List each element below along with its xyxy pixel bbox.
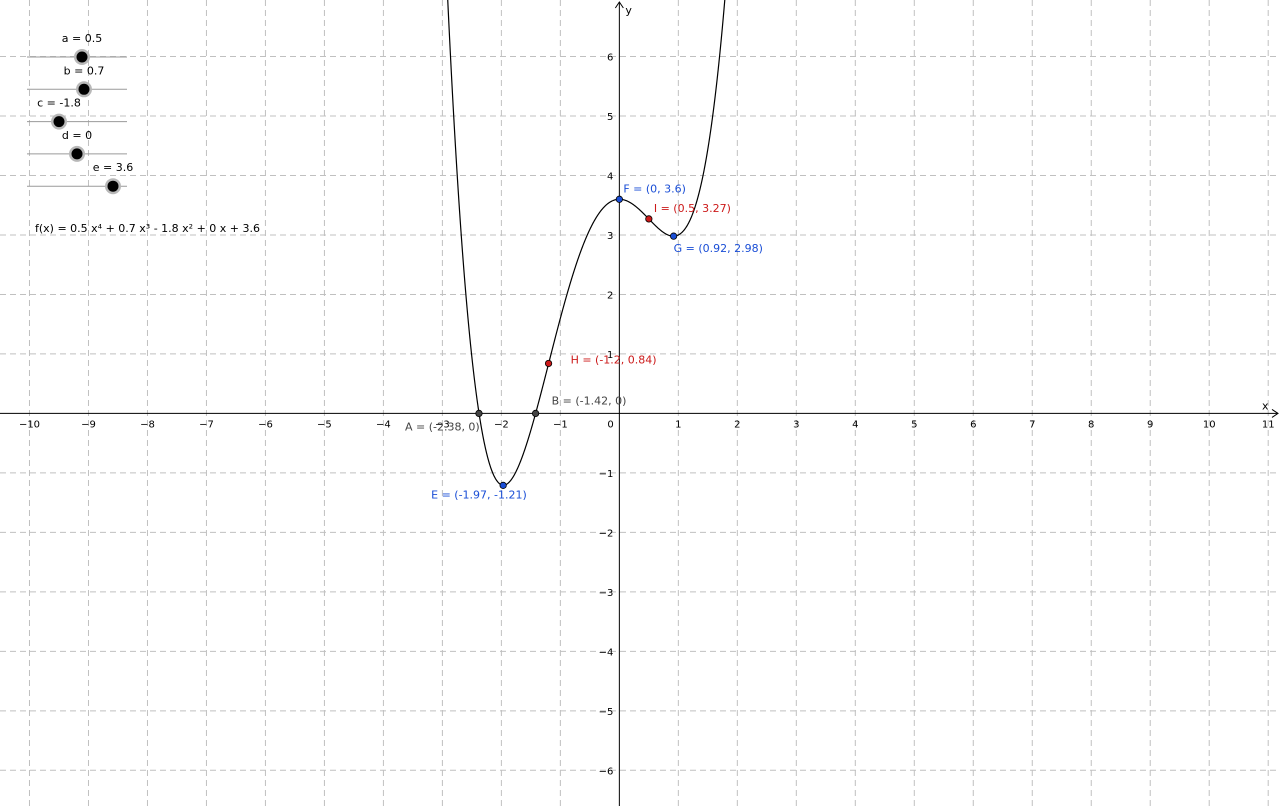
point-i[interactable] <box>645 215 653 223</box>
y-tick-label: −3 <box>599 588 614 599</box>
slider-knob[interactable] <box>53 116 65 128</box>
y-axis-label: y <box>625 4 632 17</box>
y-axis-arrow-icon <box>614 1 624 9</box>
x-tick-label: 5 <box>911 419 917 430</box>
x-tick-label: 3 <box>793 419 799 430</box>
function-curve[interactable] <box>447 0 727 486</box>
slider-d[interactable]: d = 0 <box>27 129 127 162</box>
point-e[interactable] <box>499 481 507 489</box>
slider-b-label: b = 0.7 <box>64 64 105 77</box>
points: A = (-2.38, 0) B = (-1.42, 0) E = (-1.97, … <box>405 182 763 501</box>
x-tick-label: 2 <box>734 419 740 430</box>
slider-knob[interactable] <box>71 148 83 160</box>
y-tick-label: 2 <box>607 290 613 301</box>
y-tick-label: 5 <box>607 112 613 123</box>
origin-tick-label: 0 <box>607 419 613 430</box>
x-tick-label: −2 <box>494 419 509 430</box>
slider-knob[interactable] <box>107 180 119 192</box>
slider-c-label: c = -1.8 <box>37 97 81 110</box>
point-g[interactable] <box>670 232 678 240</box>
point-f[interactable] <box>615 195 623 203</box>
slider-d-label: d = 0 <box>62 129 92 142</box>
y-tick-label: −1 <box>599 469 614 480</box>
y-tick-label: 6 <box>607 53 613 64</box>
slider-a[interactable]: a = 0.5 <box>27 32 127 65</box>
x-tick-label: −6 <box>258 419 273 430</box>
y-tick-label: 4 <box>607 171 613 182</box>
point-h-label: H = (-1.2, 0.84) <box>571 353 657 366</box>
x-tick-label: 6 <box>970 419 976 430</box>
slider-e[interactable]: e = 3.6 <box>27 161 133 195</box>
tick-labels: −10 −9 −8 −7 −6 −5 −4 −3 −2 −1 1 2 3 4 5 6 7 8 9 10 11−6−5−4… <box>19 53 1275 778</box>
x-tick-label: 10 <box>1203 419 1216 430</box>
slider-b[interactable]: b = 0.7 <box>27 64 127 98</box>
x-tick-label: 7 <box>1029 419 1035 430</box>
function-label[interactable]: f(x) = 0.5 x⁴ + 0.7 x³ - 1.8 x² + 0 x + … <box>35 222 260 235</box>
sliders-panel: a = 0.5 b = 0.7 c = -1.8 d = 0 e = 3.6 <box>27 32 133 195</box>
point-a-label: A = (-2.38, 0) <box>405 420 480 433</box>
point-i-label: I = (0.5, 3.27) <box>654 202 731 215</box>
x-axis-arrow-icon <box>1271 408 1279 418</box>
point-b-label: B = (-1.42, 0) <box>552 394 627 407</box>
slider-a-label: a = 0.5 <box>62 32 102 45</box>
y-tick-label: −2 <box>599 528 614 539</box>
point-h[interactable] <box>544 359 553 368</box>
slider-e-label: e = 3.6 <box>93 161 133 174</box>
slider-c[interactable]: c = -1.8 <box>27 97 127 130</box>
point-b[interactable] <box>531 409 540 418</box>
y-tick-label: −5 <box>599 707 614 718</box>
x-tick-label: 9 <box>1147 419 1153 430</box>
point-e-label: E = (-1.97, -1.21) <box>431 488 527 501</box>
slider-knob[interactable] <box>76 51 88 63</box>
x-tick-label: −5 <box>317 419 332 430</box>
x-tick-label: −3 <box>435 419 450 430</box>
point-f-label: F = (0, 3.6) <box>623 182 686 195</box>
x-tick-label: 8 <box>1088 419 1094 430</box>
x-tick-label: −7 <box>199 419 214 430</box>
slider-knob[interactable] <box>78 83 90 95</box>
point-g-label: G = (0.92, 2.98) <box>674 242 763 255</box>
x-tick-label: −1 <box>553 419 568 430</box>
x-tick-label: 4 <box>852 419 858 430</box>
y-tick-label: −6 <box>599 766 614 777</box>
y-tick-label: −4 <box>599 647 614 658</box>
x-tick-label: −10 <box>19 419 40 430</box>
x-tick-label: 11 <box>1262 419 1275 430</box>
y-tick-label: 3 <box>607 231 613 242</box>
x-tick-label: 1 <box>675 419 681 430</box>
point-a[interactable] <box>475 409 483 418</box>
x-tick-label: −4 <box>376 419 391 430</box>
x-tick-label: −8 <box>140 419 155 430</box>
x-tick-label: −9 <box>81 419 96 430</box>
y-tick-label: 1 <box>607 350 613 361</box>
x-axis-label: x <box>1262 399 1269 412</box>
